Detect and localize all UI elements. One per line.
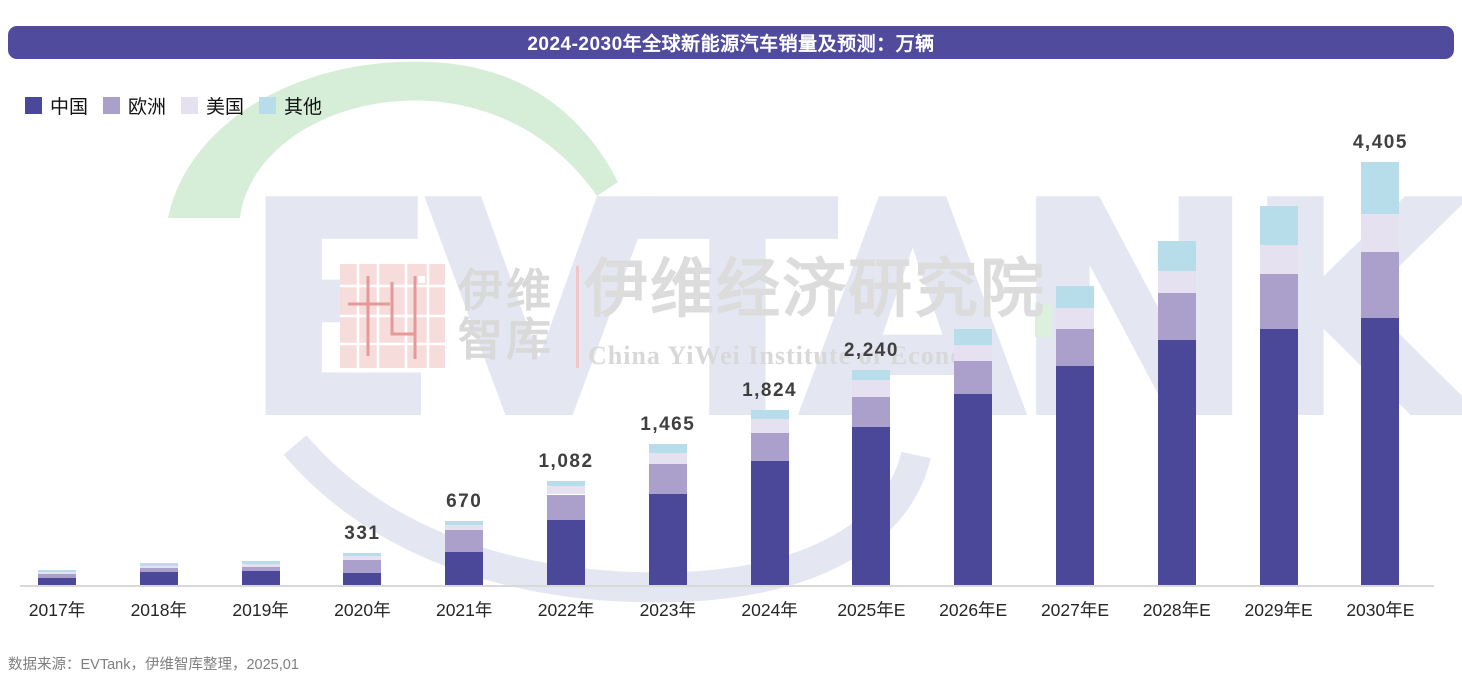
x-axis-label-2027年E: 2027年E — [1040, 600, 1110, 620]
legend-item-china: 中国 — [25, 92, 88, 119]
total-label-2023年: 1,465 — [640, 414, 696, 436]
bar-segment-other-2028年E — [1157, 240, 1196, 271]
legend-label-other: 其他 — [284, 97, 323, 118]
bar-segment-usa-2026年E — [954, 344, 993, 361]
bar-segment-china-2021年 — [445, 552, 484, 585]
bar-segment-other-2025年E — [852, 370, 891, 380]
total-label-2025年E: 2,240 — [843, 340, 899, 361]
legend-item-other: 其他 — [259, 92, 322, 119]
bar-segment-other-2018年 — [139, 562, 178, 566]
legend-swatch-china — [25, 97, 42, 114]
bar-segment-other-2017年 — [38, 570, 76, 572]
bar-segment-china-2019年 — [241, 570, 280, 585]
bar-segment-other-2019年 — [241, 561, 280, 564]
x-axis-label-2029年E: 2029年E — [1244, 600, 1313, 620]
x-axis-label-2018年: 2018年 — [130, 600, 188, 620]
x-axis-label-2026年E: 2026年E — [939, 600, 1008, 620]
bar-segment-usa-2022年 — [547, 485, 585, 495]
bar-segment-china-2026年E — [954, 394, 993, 585]
bar-segment-europe-2017年 — [38, 574, 76, 578]
bar-segment-china-2028年E — [1157, 340, 1196, 585]
bar-segment-europe-2027年E — [1056, 328, 1094, 366]
legend-swatch-other — [259, 97, 277, 114]
bar-segment-usa-2023年 — [648, 453, 687, 465]
bar-segment-usa-2017年 — [38, 572, 76, 574]
total-label-2030年E: 4,405 — [1352, 132, 1408, 154]
bar-segment-europe-2021年 — [445, 529, 484, 553]
x-axis-label-2017年: 2017年 — [28, 600, 86, 620]
x-axis-label-2019年: 2019年 — [232, 600, 289, 620]
bar-segment-usa-2024年 — [750, 419, 789, 434]
x-axis-line — [20, 585, 1434, 587]
bar-segment-china-2017年 — [38, 577, 76, 585]
bar-segment-other-2021年 — [445, 520, 484, 525]
bar-segment-china-2024年 — [750, 461, 789, 585]
total-label-2020年: 331 — [344, 523, 381, 545]
legend-item-usa: 美国 — [181, 92, 244, 119]
x-axis-label-2022年: 2022年 — [537, 600, 595, 620]
bar-segment-usa-2027年E — [1056, 308, 1094, 329]
bar-segment-europe-2018年 — [139, 568, 178, 572]
bar-segment-other-2022年 — [547, 481, 585, 486]
bar-segment-europe-2020年 — [343, 559, 382, 574]
total-label-2024年: 1,824 — [742, 379, 798, 401]
bar-segment-usa-2025年E — [852, 379, 891, 397]
x-axis-label-2024年: 2024年 — [741, 600, 798, 620]
bar-segment-europe-2019年 — [241, 566, 280, 571]
bar-segment-other-2027年E — [1056, 286, 1094, 309]
title-bar: 2024-2030年全球新能源汽车销量及预测：万辆 — [8, 26, 1454, 59]
legend-label-europe: 欧洲 — [128, 97, 167, 118]
bar-segment-usa-2029年E — [1259, 244, 1298, 275]
total-label-2021年: 670 — [446, 490, 483, 512]
legend-label-usa: 美国 — [206, 97, 245, 118]
bar-segment-other-2023年 — [648, 444, 687, 454]
bar-segment-other-2030年E — [1361, 162, 1400, 215]
bar-segment-europe-2029年E — [1259, 274, 1298, 329]
bar-segment-usa-2028年E — [1157, 270, 1196, 294]
bar-segment-europe-2022年 — [547, 494, 585, 521]
bar-segment-china-2020年 — [343, 573, 382, 585]
bar-segment-usa-2030年E — [1361, 214, 1400, 252]
legend-label-china: 中国 — [50, 97, 89, 118]
bar-segment-china-2030年E — [1361, 317, 1400, 585]
x-axis-label-2030年E: 2030年E — [1346, 600, 1415, 620]
x-axis-label-2028年E: 2028年E — [1142, 600, 1211, 620]
legend-swatch-usa — [181, 97, 199, 114]
bar-segment-usa-2021年 — [445, 524, 484, 530]
source-note: 数据来源：EVTank，伊维智库整理，2025,01 — [8, 657, 299, 673]
bar-segment-china-2018年 — [139, 571, 178, 585]
chart-legend: 中国 欧洲 美国 其他 — [25, 92, 337, 119]
total-label-2022年: 1,082 — [538, 451, 594, 473]
bar-segment-europe-2030年E — [1361, 251, 1400, 318]
x-axis-label-2020年: 2020年 — [334, 600, 391, 620]
legend-item-europe: 欧洲 — [103, 92, 166, 119]
bar-segment-other-2020年 — [343, 553, 382, 557]
bar-segment-other-2024年 — [750, 409, 789, 420]
bar-segment-china-2029年E — [1259, 328, 1298, 585]
bar-segment-china-2023年 — [648, 494, 687, 585]
bar-segment-other-2026年E — [954, 329, 993, 345]
bar-segment-china-2027年E — [1056, 365, 1094, 585]
bar-segment-china-2025年E — [852, 426, 891, 585]
bar-segment-usa-2020年 — [343, 556, 382, 560]
bar-segment-europe-2024年 — [750, 433, 789, 461]
x-axis-label-2025年E: 2025年E — [837, 600, 906, 620]
x-axis-label-2023年: 2023年 — [639, 600, 697, 620]
bar-segment-europe-2028年E — [1157, 293, 1196, 341]
bar-segment-usa-2018年 — [139, 565, 178, 569]
bar-segment-china-2022年 — [547, 520, 585, 585]
bar-segment-europe-2025年E — [852, 396, 891, 427]
bar-segment-europe-2026年E — [954, 360, 993, 394]
x-axis-label-2021年: 2021年 — [435, 600, 493, 620]
chart-title: 2024-2030年全球新能源汽车销量及预测：万辆 — [527, 34, 935, 55]
bar-segment-europe-2023年 — [648, 464, 687, 495]
legend-swatch-europe — [103, 97, 121, 114]
bar-segment-other-2029年E — [1259, 205, 1298, 245]
bar-segment-usa-2019年 — [241, 563, 280, 567]
